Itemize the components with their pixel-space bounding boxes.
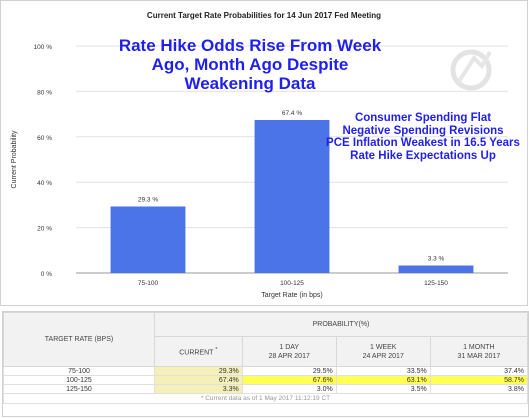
probability-cell: 3.8% [429,384,529,394]
target-rate-header: TARGET RATE (BPS) [3,312,155,367]
annotation-title-line: Weakening Data [184,74,316,93]
col-header-1week: 1 WEEK 24 APR 2017 [335,336,431,367]
rate-cell: 125-150 [3,384,155,394]
col-date: 28 APR 2017 [268,352,310,360]
col-date: 31 MAR 2017 [457,352,501,360]
annotation-title: Rate Hike Odds Rise From Week Ago, Month… [105,36,395,93]
watermark-logo-mark [456,51,492,85]
annotation-note-line: Rate Hike Expectations Up [350,149,496,162]
chart-panel: Current Target Rate Probabilities for 14… [0,0,529,307]
bar-value-label: 67.4 % [282,110,302,117]
watermark-logo [450,49,492,91]
rate-cell: 75-100 [3,366,155,376]
rate-cell: 100-125 [3,375,155,385]
annotation-title-line: Rate Hike Odds Rise From Week [118,36,382,55]
annotation-note-line: Consumer Spending Flat [354,112,492,124]
probability-cell: 3.5% [335,384,431,394]
probability-table-panel: TARGET RATE (BPS) PROBABILITY(%) CURRENT… [2,311,529,417]
y-tick-label: 40 % [37,180,52,187]
chart-title: Current Target Rate Probabilities for 14… [147,11,381,20]
annotation-notes: Consumer Spending Flat Negative Spending… [318,112,528,162]
annotation-note-line: PCE Inflation Weakest in 16.5 Years [326,137,520,149]
probability-cell: 67.6% [241,375,337,385]
bar [110,206,186,273]
col-header-1month: 1 MONTH 31 MAR 2017 [429,336,529,367]
bar [398,265,474,273]
col-mark: * [215,346,218,353]
col-label: 1 MONTH [463,343,495,351]
x-axis-label: Target Rate (in bps) [261,292,322,299]
bar-value-label: 29.3 % [138,196,158,203]
probability-cell: 37.4% [429,366,529,376]
probability-header: PROBABILITY(%) [154,312,528,337]
probability-cell: 3.3% [154,384,243,394]
probability-cell: 58.7% [429,375,529,385]
col-label: 1 WEEK [369,343,397,351]
col-header-current: CURRENT * [154,336,243,367]
annotation-note-line: Negative Spending Revisions [342,124,504,137]
y-tick-label: 60 % [37,135,52,142]
probability-cell: 67.4% [154,375,243,385]
y-axis-label: Current Probability [11,130,18,188]
y-tick-label: 80 % [37,89,52,96]
y-tick-label: 0 % [41,271,52,278]
x-tick-label: 125-150 [424,280,448,287]
y-tick-label: 20 % [37,226,52,233]
col-label: CURRENT [179,349,214,357]
table-row: 100-125 67.4% 67.6% 63.1% 58.7% [3,375,529,385]
probability-cell: 29.5% [241,366,337,376]
probability-cell: 29.3% [154,366,243,376]
y-tick-label: 100 % [34,44,53,51]
x-tick-label: 75-100 [138,280,159,287]
table-row: 125-150 3.3% 3.0% 3.5% 3.8% [3,384,529,394]
col-header-1day: 1 DAY 28 APR 2017 [241,336,337,367]
col-label: 1 DAY [279,343,300,351]
probability-table: TARGET RATE (BPS) PROBABILITY(%) CURRENT… [3,312,529,404]
table-row: 75-100 29.3% 29.5% 33.5% 37.4% [3,366,529,376]
col-date: 24 APR 2017 [362,352,404,360]
x-tick-label: 100-125 [280,280,304,287]
probability-cell: 3.0% [241,384,337,394]
table-body: 75-100 29.3% 29.5% 33.5% 37.4% 100-125 67.4% 67… [3,366,529,394]
probability-cell: 33.5% [335,366,431,376]
bar-chart: Current Target Rate Probabilities for 14… [0,0,528,306]
bar [254,120,330,273]
probability-cell: 63.1% [335,375,431,385]
footnote: * Current data as of 1 May 2017 11:12:19… [3,393,528,404]
bar-value-label: 3.3 % [428,256,445,263]
annotation-title-line: Ago, Month Ago Despite [151,55,349,74]
